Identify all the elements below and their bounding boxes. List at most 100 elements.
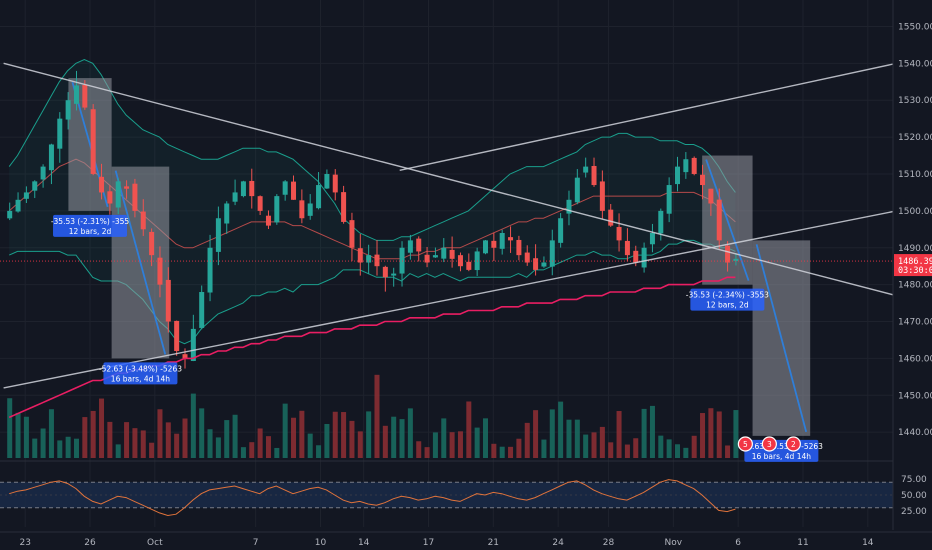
trend-line-lower-ascending[interactable]	[3, 210, 897, 389]
candle-body	[124, 186, 130, 189]
candle-body	[524, 252, 530, 263]
volume-bar	[299, 410, 305, 458]
volume-bar	[491, 443, 497, 458]
candle-body	[658, 210, 664, 234]
time-tick-label: 14	[358, 538, 370, 548]
candle-body	[649, 233, 655, 245]
candle-body	[48, 144, 54, 171]
trend-lines[interactable]	[3, 62, 897, 389]
volume-bar	[190, 393, 196, 458]
measure-1-label-sub: 12 bars, 2d	[69, 227, 112, 236]
time-axis[interactable]: 23 26 Oct 7 10 14 17 21 24 28 Nov 6 11 14	[0, 531, 932, 548]
candle-body	[282, 181, 288, 195]
volume-bars	[7, 374, 739, 458]
volume-bar	[624, 444, 630, 458]
volume-bar	[132, 428, 138, 458]
last-price-value: 1486.39	[898, 257, 932, 267]
time-tick-label: 28	[603, 538, 615, 548]
trend-line-upper-ascending[interactable]	[399, 62, 897, 171]
candle-body	[82, 84, 88, 108]
volume-bar	[391, 416, 397, 458]
candle-body	[32, 181, 38, 191]
candle-body	[23, 192, 29, 199]
volume-bar	[608, 442, 614, 458]
candle-body	[633, 250, 639, 263]
volume-bar	[90, 410, 96, 458]
volume-bar	[40, 428, 46, 458]
volume-bar	[224, 420, 230, 458]
measure-4-label-sub: 16 bars, 4d 14h	[752, 452, 812, 461]
volume-bar	[457, 431, 463, 458]
event-icon[interactable]	[761, 436, 777, 452]
volume-bar	[332, 411, 338, 458]
time-tick-label: 10	[315, 538, 327, 548]
event-icons[interactable]: 5 3 2	[737, 436, 801, 452]
candle-body	[683, 159, 689, 173]
volume-bar	[591, 432, 597, 458]
event-icon-count: 5	[743, 440, 748, 449]
candle-body	[541, 262, 547, 267]
bollinger-upper	[8, 59, 736, 241]
price-tick-label: 1470.00	[898, 318, 932, 328]
volume-bar	[666, 439, 672, 458]
rsi-panel	[0, 460, 932, 509]
volume-bar	[165, 422, 171, 458]
measure-boxes[interactable]	[68, 78, 811, 436]
measure-2-label-sub: 16 bars, 4d 14h	[111, 374, 171, 383]
volume-bar	[215, 437, 221, 458]
time-tick-label: 21	[488, 538, 499, 548]
volume-bar	[725, 445, 731, 458]
price-tick-label: 1440.00	[898, 428, 932, 438]
event-icon[interactable]	[785, 436, 801, 452]
measure-3-label-main: -35.53 (-2.34%) -3553	[686, 291, 769, 300]
candle-body	[457, 255, 463, 267]
volume-bar	[73, 438, 79, 458]
candle-body	[491, 240, 497, 248]
measure-4-arrow	[755, 244, 808, 433]
volume-bar	[533, 410, 539, 458]
volume-bar	[232, 414, 238, 458]
volume-bar	[382, 425, 388, 458]
candle-body	[691, 157, 697, 174]
volume-bar	[432, 432, 438, 458]
volume-bar	[374, 374, 380, 458]
volume-bar	[48, 409, 54, 458]
volume-bar	[99, 398, 105, 458]
volume-bar	[683, 447, 689, 458]
volume-bar	[499, 446, 505, 458]
price-tick-label: 1500.00	[898, 207, 932, 217]
volume-bar	[7, 398, 13, 458]
volume-bar	[240, 447, 246, 458]
candle-body	[599, 181, 605, 211]
candle-body	[566, 199, 572, 214]
volume-bar	[541, 439, 547, 458]
rsi-series	[9, 479, 736, 517]
price-tick-label: 1480.00	[898, 281, 932, 291]
candle-body	[558, 218, 564, 243]
measure-3-label-bg	[690, 288, 765, 311]
countdown-value: 03:30:05	[898, 266, 932, 276]
measure-2-label-bg	[103, 362, 178, 385]
candle-body	[716, 199, 722, 241]
candle-body	[382, 266, 388, 278]
volume-bar	[474, 427, 480, 458]
event-icon[interactable]	[737, 436, 753, 452]
candle-body	[7, 210, 13, 219]
price-tick-label: 1450.00	[898, 391, 932, 401]
candle-body	[499, 233, 505, 249]
candle-body	[508, 237, 514, 241]
volume-bar	[733, 410, 739, 458]
measure-2-label-main: -52.63 (-3.48%) -5263	[99, 364, 182, 373]
volume-bar	[32, 438, 38, 458]
volume-bar	[566, 419, 572, 458]
volume-bar	[124, 422, 130, 458]
candle-body	[733, 258, 739, 262]
price-tick-label: 1520.00	[898, 133, 932, 143]
candle-body	[416, 238, 422, 252]
trend-line-upper-descending[interactable]	[3, 62, 897, 297]
volume-bar	[174, 433, 180, 458]
time-tick-label: 26	[84, 538, 96, 548]
volume-bar	[316, 445, 322, 458]
